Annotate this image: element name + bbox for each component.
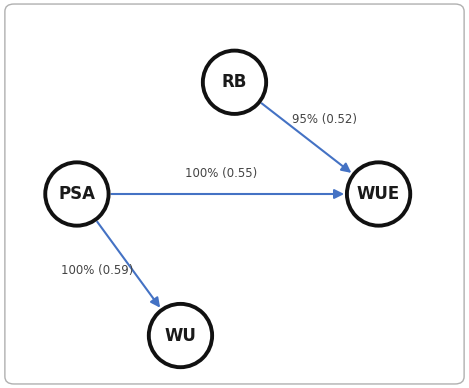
Text: PSA: PSA — [59, 185, 95, 203]
Ellipse shape — [45, 162, 109, 226]
Text: RB: RB — [222, 73, 247, 91]
Text: 95% (0.52): 95% (0.52) — [292, 113, 357, 126]
Ellipse shape — [203, 50, 266, 114]
Ellipse shape — [149, 304, 212, 367]
Text: 100% (0.55): 100% (0.55) — [185, 167, 257, 180]
Text: WUE: WUE — [357, 185, 400, 203]
Ellipse shape — [347, 162, 410, 226]
Text: WU: WU — [165, 327, 197, 345]
Text: 100% (0.59): 100% (0.59) — [61, 264, 133, 277]
